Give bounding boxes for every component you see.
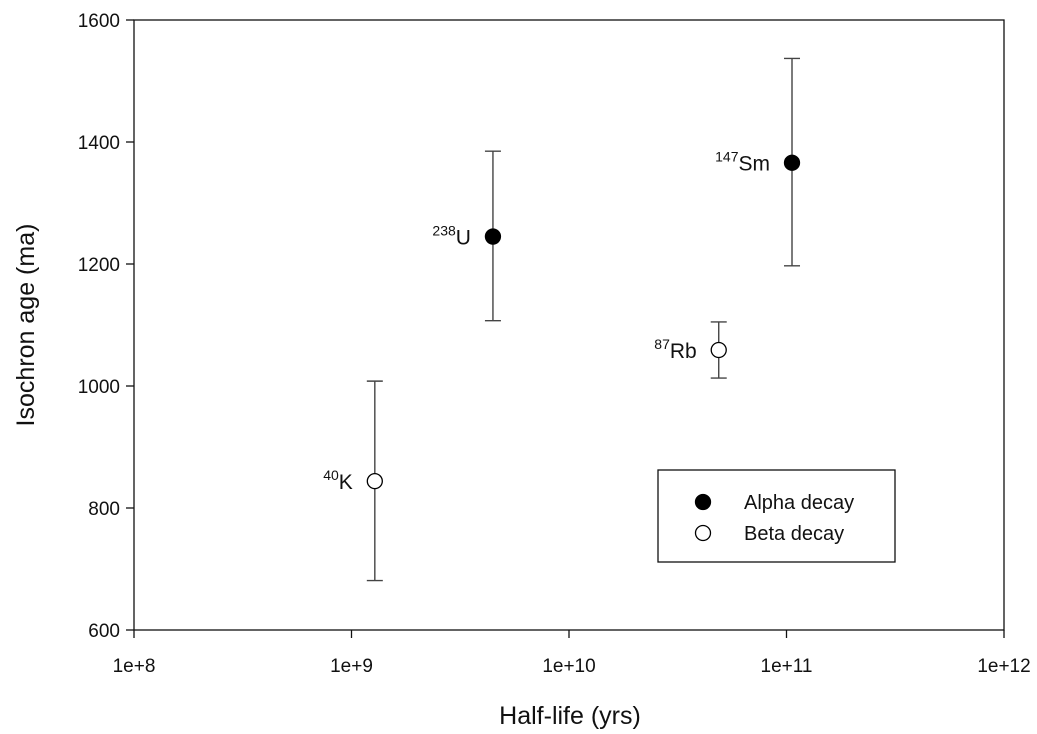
x-tick-label: 1e+10: [542, 656, 595, 677]
legend-label-alpha: Alpha decay: [744, 492, 854, 514]
x-axis: 1e+8 1e+9 1e+10 1e+11 1e+12: [113, 630, 1031, 677]
point-labels: 238U 147Sm 40K 87Rb: [323, 149, 770, 494]
data-point: [484, 228, 502, 245]
y-tick-label: 1400: [78, 133, 120, 154]
legend-label-beta: Beta decay: [744, 523, 844, 545]
point-label-element: Rb: [670, 340, 697, 363]
x-tick-label: 1e+8: [113, 656, 156, 677]
legend-box: [657, 469, 896, 563]
point-label-superscript: 147: [715, 149, 739, 165]
point-label: 40K: [323, 467, 353, 494]
data-point: [783, 154, 801, 171]
y-tick-label: 800: [88, 499, 120, 520]
y-axis: 600 800 1000 1200 1400 1600: [78, 11, 134, 642]
y-axis-title: Isochron age (ma): [12, 224, 40, 427]
legend-marker-alpha: [694, 493, 712, 511]
y-tick-label: 600: [88, 621, 120, 642]
point-label: 87Rb: [654, 336, 696, 363]
y-tick-label: 1000: [78, 377, 120, 398]
point-label-superscript: 87: [654, 336, 670, 352]
legend: Alpha decay Beta decay: [657, 469, 896, 563]
y-tick-label: 1600: [78, 11, 120, 32]
point-label-superscript: 40: [323, 467, 339, 483]
point-label-element: U: [456, 227, 471, 250]
data-points: [366, 154, 801, 490]
x-tick-label: 1e+12: [977, 656, 1030, 677]
point-label-superscript: 238: [432, 223, 456, 239]
data-point: [710, 341, 727, 359]
point-label: 238U: [432, 223, 471, 250]
data-point: [366, 473, 383, 490]
x-axis-title: Half-life (yrs): [499, 702, 641, 730]
x-tick-label: 1e+11: [761, 656, 813, 677]
y-tick-label: 1200: [78, 255, 120, 276]
point-label-element: K: [339, 471, 353, 494]
legend-marker-beta: [694, 524, 712, 542]
point-label: 147Sm: [715, 149, 770, 176]
point-label-element: Sm: [739, 153, 771, 176]
x-tick-label: 1e+9: [330, 656, 373, 677]
